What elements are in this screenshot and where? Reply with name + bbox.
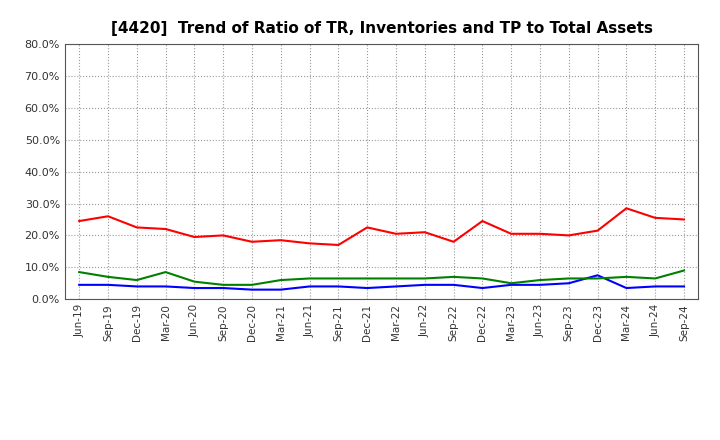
Trade Payables [536,278,544,283]
Trade Receivables [75,218,84,224]
Trade Receivables [536,231,544,236]
Inventories [161,284,170,289]
Trade Receivables [622,205,631,211]
Trade Receivables [449,239,458,245]
Inventories [680,284,688,289]
Title: [4420]  Trend of Ratio of TR, Inventories and TP to Total Assets: [4420] Trend of Ratio of TR, Inventories… [111,21,652,36]
Inventories [219,286,228,291]
Trade Receivables [420,230,429,235]
Inventories [536,282,544,287]
Trade Payables [334,276,343,281]
Inventories [564,281,573,286]
Trade Payables [680,268,688,273]
Inventories [276,287,285,292]
Trade Receivables [392,231,400,236]
Line: Inventories: Inventories [79,275,684,290]
Trade Payables [276,278,285,283]
Trade Payables [420,276,429,281]
Trade Receivables [219,233,228,238]
Trade Receivables [363,225,372,230]
Trade Payables [75,269,84,275]
Trade Receivables [478,218,487,224]
Trade Payables [190,279,199,284]
Trade Payables [651,276,660,281]
Trade Payables [363,276,372,281]
Trade Payables [161,269,170,275]
Trade Payables [449,274,458,279]
Trade Payables [104,274,112,279]
Inventories [190,286,199,291]
Inventories [593,273,602,278]
Inventories [392,284,400,289]
Trade Receivables [507,231,516,236]
Trade Payables [305,276,314,281]
Trade Receivables [132,225,141,230]
Trade Payables [507,281,516,286]
Inventories [132,284,141,289]
Trade Receivables [161,226,170,231]
Inventories [651,284,660,289]
Trade Payables [248,282,256,287]
Trade Payables [564,276,573,281]
Trade Receivables [680,217,688,222]
Trade Receivables [190,235,199,240]
Inventories [248,287,256,292]
Inventories [305,284,314,289]
Trade Payables [478,276,487,281]
Inventories [420,282,429,287]
Line: Trade Payables: Trade Payables [79,271,684,285]
Line: Trade Receivables: Trade Receivables [79,208,684,245]
Inventories [75,282,84,287]
Trade Payables [219,282,228,287]
Inventories [334,284,343,289]
Trade Payables [622,274,631,279]
Trade Payables [132,278,141,283]
Trade Receivables [305,241,314,246]
Inventories [478,286,487,291]
Trade Receivables [651,215,660,220]
Inventories [507,282,516,287]
Inventories [363,286,372,291]
Trade Receivables [593,228,602,233]
Legend: Trade Receivables, Inventories, Trade Payables: Trade Receivables, Inventories, Trade Pa… [166,438,597,440]
Inventories [449,282,458,287]
Trade Receivables [334,242,343,248]
Inventories [622,286,631,291]
Trade Receivables [248,239,256,245]
Inventories [104,282,112,287]
Trade Payables [392,276,400,281]
Trade Receivables [564,233,573,238]
Trade Receivables [104,214,112,219]
Trade Payables [593,276,602,281]
Trade Receivables [276,238,285,243]
